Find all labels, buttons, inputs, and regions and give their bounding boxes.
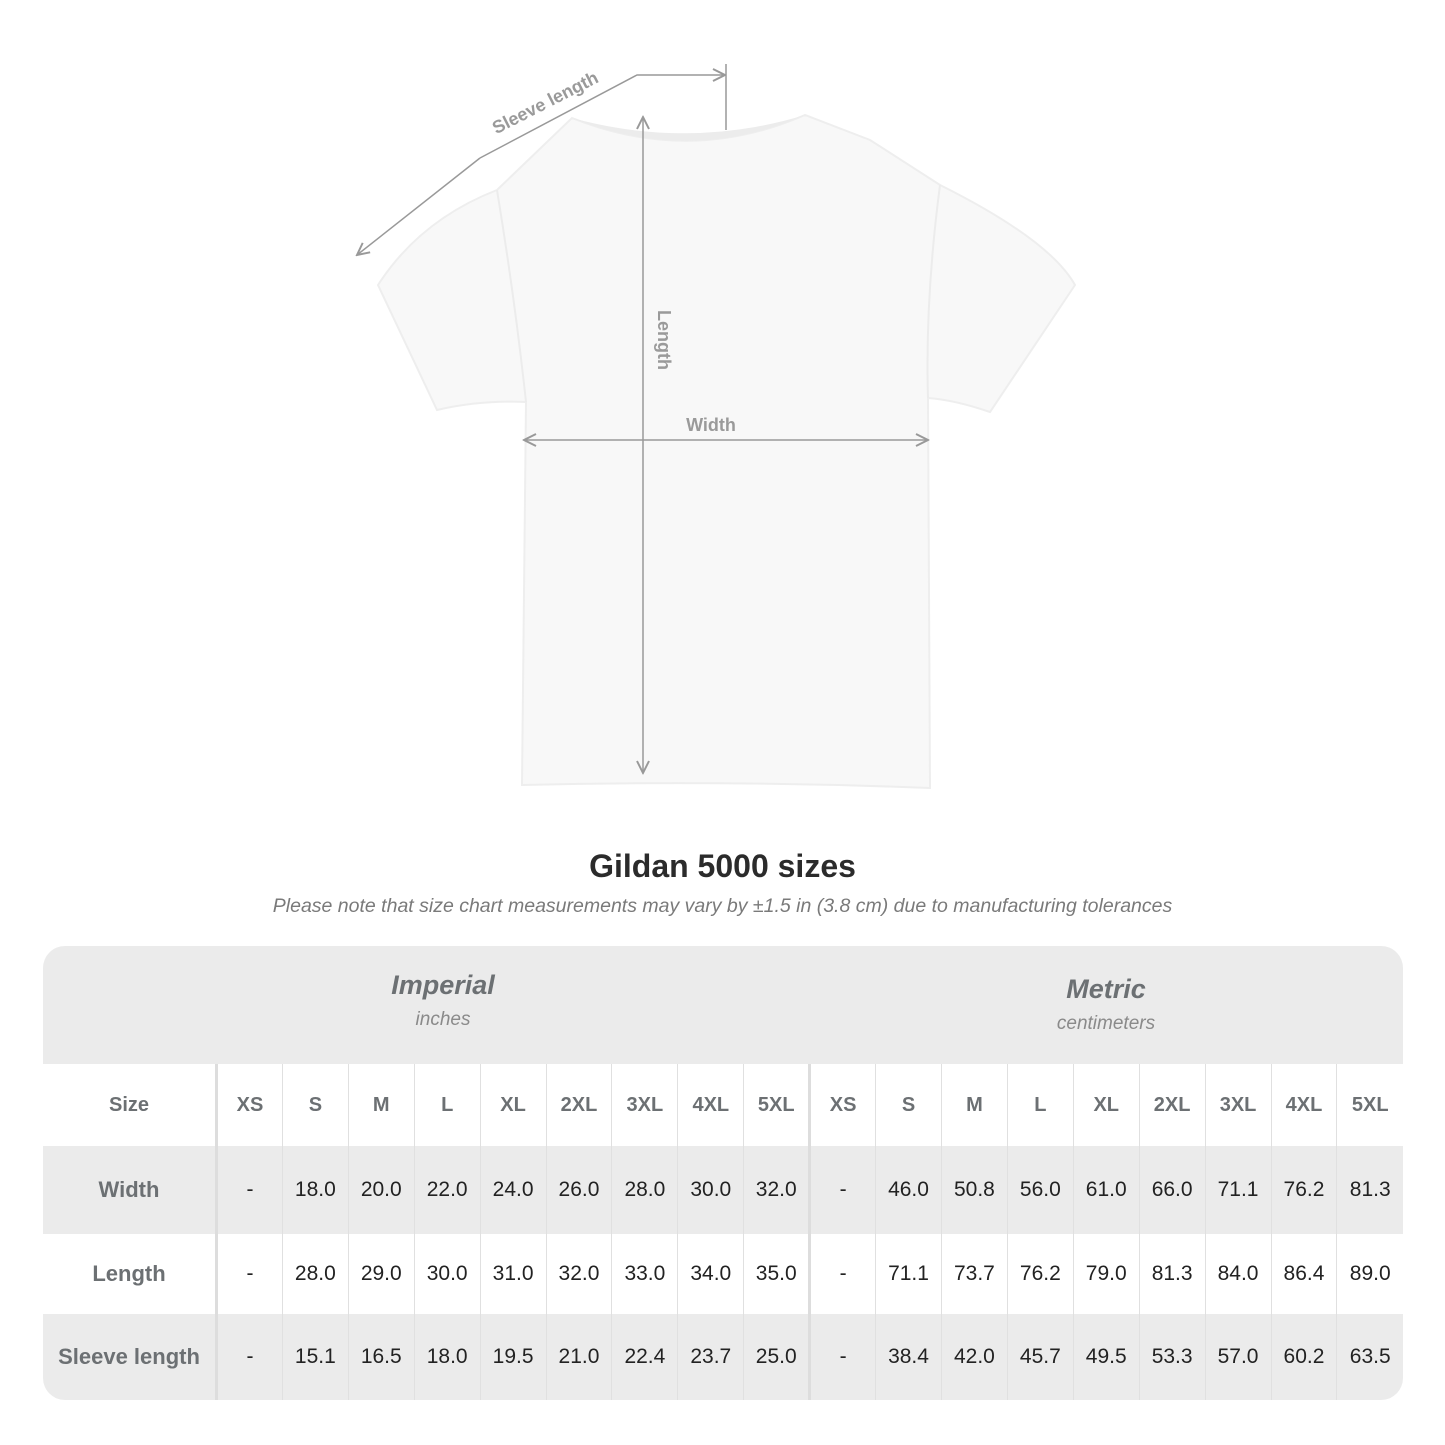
width-label: Width (686, 415, 736, 435)
imperial-value: 34.0 (677, 1234, 744, 1314)
length-label: Length (654, 310, 674, 370)
tshirt-diagram: Sleeve length Length Width (0, 64, 1077, 790)
imperial-value: 22.0 (413, 1146, 481, 1234)
tolerance-note: Please note that size chart measurements… (272, 895, 1173, 917)
metric-value: 89.0 (1336, 1234, 1403, 1314)
imperial-size-xs: XS (216, 1064, 283, 1146)
imperial-size-5xl: 5XL (743, 1064, 810, 1146)
metric-value: 73.7 (940, 1234, 1008, 1314)
imperial-value: 30.0 (413, 1234, 481, 1314)
metric-value: - (808, 1314, 876, 1400)
metric-value: 84.0 (1204, 1234, 1271, 1314)
metric-title: Metric (1066, 974, 1146, 1004)
imperial-value: 26.0 (545, 1146, 612, 1234)
imperial-value: 33.0 (611, 1234, 678, 1314)
imperial-header: Imperial inches (43, 946, 843, 1064)
imperial-value: 20.0 (347, 1146, 415, 1234)
imperial-size-3xl: 3XL (611, 1064, 678, 1146)
metric-size-l: L (1006, 1064, 1074, 1146)
imperial-unit: inches (415, 1009, 471, 1030)
imperial-value: 35.0 (743, 1234, 810, 1314)
imperial-size-m: M (347, 1064, 415, 1146)
metric-size-xs: XS (808, 1064, 876, 1146)
imperial-title: Imperial (391, 970, 495, 1000)
metric-value: 71.1 (875, 1234, 942, 1314)
imperial-size-l: L (413, 1064, 481, 1146)
imperial-value: 28.0 (281, 1234, 349, 1314)
metric-value: - (808, 1234, 876, 1314)
imperial-value: 18.0 (281, 1146, 349, 1234)
imperial-value: 31.0 (479, 1234, 547, 1314)
row-label: Sleeve length (43, 1314, 218, 1400)
imperial-size-2xl: 2XL (545, 1064, 612, 1146)
imperial-value: 28.0 (611, 1146, 678, 1234)
metric-value: 76.2 (1270, 1146, 1337, 1234)
row-label: Width (43, 1146, 218, 1234)
imperial-size-4xl: 4XL (677, 1064, 744, 1146)
metric-value: 61.0 (1072, 1146, 1140, 1234)
page-title: Gildan 5000 sizes (589, 848, 856, 884)
imperial-value: 23.7 (677, 1314, 744, 1400)
metric-size-4xl: 4XL (1270, 1064, 1337, 1146)
imperial-value: 16.5 (347, 1314, 415, 1400)
metric-value: 71.1 (1204, 1146, 1271, 1234)
imperial-value: 18.0 (413, 1314, 481, 1400)
imperial-size-s: S (281, 1064, 349, 1146)
imperial-value: - (216, 1314, 283, 1400)
metric-header: Metric centimeters (809, 946, 1403, 1064)
metric-value: 56.0 (1006, 1146, 1074, 1234)
metric-value: 86.4 (1270, 1234, 1337, 1314)
imperial-value: 32.0 (743, 1146, 810, 1234)
metric-value: - (808, 1146, 876, 1234)
metric-value: 46.0 (875, 1146, 942, 1234)
metric-size-3xl: 3XL (1204, 1064, 1271, 1146)
metric-value: 81.3 (1138, 1234, 1206, 1314)
size-chart: Imperial inches Metric centimeters Size X… (43, 946, 1403, 1400)
metric-value: 49.5 (1072, 1314, 1140, 1400)
sleeve-length-line (479, 75, 725, 159)
metric-value: 79.0 (1072, 1234, 1140, 1314)
imperial-value: 30.0 (677, 1146, 744, 1234)
metric-size-xl: XL (1072, 1064, 1140, 1146)
imperial-size-xl: XL (479, 1064, 547, 1146)
imperial-value: - (216, 1146, 283, 1234)
table-row-length: Length -28.0 29.0 30.0 31.0 32.0 33.0 34.0 35.0-… (43, 1234, 1403, 1314)
metric-value: 53.3 (1138, 1314, 1206, 1400)
imperial-value: 25.0 (743, 1314, 810, 1400)
metric-unit: centimeters (1056, 1013, 1156, 1034)
size-table: Size XS S M L XL 2XL 3XL 4XL 5XL XS S M L XL 2XL 3XL 4XL 5… (43, 1064, 1403, 1400)
imperial-value: 15.1 (281, 1314, 349, 1400)
metric-size-5xl: 5XL (1336, 1064, 1403, 1146)
metric-value: 60.2 (1270, 1314, 1337, 1400)
metric-value: 76.2 (1006, 1234, 1074, 1314)
metric-size-2xl: 2XL (1138, 1064, 1206, 1146)
metric-value: 50.8 (940, 1146, 1008, 1234)
metric-value: 38.4 (875, 1314, 942, 1400)
metric-value: 81.3 (1336, 1146, 1403, 1234)
imperial-value: - (216, 1234, 283, 1314)
metric-value: 57.0 (1204, 1314, 1271, 1400)
metric-size-m: M (940, 1064, 1008, 1146)
imperial-value: 22.4 (611, 1314, 678, 1400)
metric-value: 63.5 (1336, 1314, 1403, 1400)
imperial-value: 29.0 (347, 1234, 415, 1314)
size-header-row: Size XS S M L XL 2XL 3XL 4XL 5XL XS S M L XL 2XL 3XL 4XL 5… (43, 1064, 1403, 1146)
imperial-value: 32.0 (545, 1234, 612, 1314)
metric-value: 45.7 (1006, 1314, 1074, 1400)
tshirt-shape (376, 113, 1077, 790)
imperial-value: 19.5 (479, 1314, 547, 1400)
row-label: Length (43, 1234, 218, 1314)
table-row-width: Width -18.0 20.0 22.0 24.0 26.0 28.0 30.0 32.0-4… (43, 1146, 1403, 1234)
metric-value: 66.0 (1138, 1146, 1206, 1234)
metric-value: 42.0 (940, 1314, 1008, 1400)
metric-size-s: S (875, 1064, 942, 1146)
table-row-sleeve-length: Sleeve length -15.1 16.5 18.0 19.5 21.0 22.4 23… (43, 1314, 1403, 1400)
size-header-label: Size (43, 1064, 218, 1146)
imperial-value: 24.0 (479, 1146, 547, 1234)
imperial-value: 21.0 (545, 1314, 612, 1400)
